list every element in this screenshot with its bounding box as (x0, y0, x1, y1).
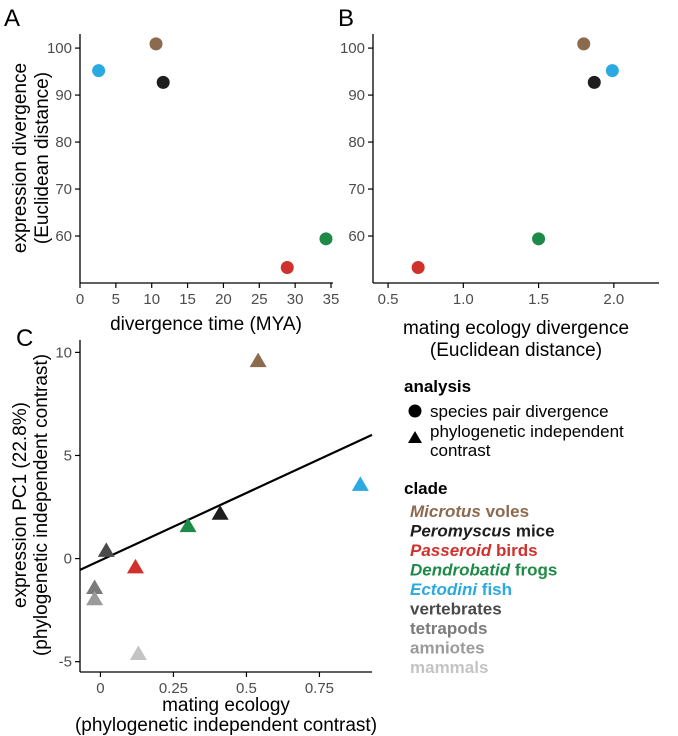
panel-a-point-peromyscus (156, 75, 170, 89)
panel-c-y-tick-label: 10 (55, 344, 72, 361)
panel-c-x-tick-label: 0.75 (305, 680, 334, 697)
legend-clade-title: clade (404, 479, 447, 498)
panel-a-points (92, 37, 333, 274)
panel-c-x-ticks: 0 0.25 0.5 0.75 (96, 672, 334, 697)
panel-a-x-tick-label: 35 (323, 291, 340, 308)
panel-a-x-tick-label: 10 (143, 291, 160, 308)
panel-b-x-tick-label: 1.5 (528, 291, 549, 308)
panel-a-point-dendrobatid (319, 232, 333, 246)
panel-a-x-tick-label: 5 (112, 291, 120, 308)
legend-analysis-triangle-label-line1: phylogenetic independent (430, 422, 624, 441)
legend-analysis-circle-label: species pair divergence (430, 402, 609, 421)
panel-c-point-dendrobatid (179, 517, 197, 533)
panel-b-x-tick-label: 1.0 (453, 291, 474, 308)
legend-clade-amniotes: amniotes (410, 639, 485, 658)
panel-a-x-label: divergence time (MYA) (110, 314, 302, 335)
panel-a-x-tick-label: 15 (179, 291, 196, 308)
panel-a-y-tick-label: 100 (47, 40, 72, 57)
panel-b-y-ticks: 60 70 80 90 100 (340, 40, 373, 245)
panel-c-point-passeroid (126, 558, 144, 574)
panel-c-point-vertebrates (97, 542, 115, 557)
panel-c-x-label-line1: mating ecology (162, 695, 290, 716)
panel-c-label: C (16, 325, 33, 352)
panel-a-point-passeroid (280, 260, 294, 274)
legend-triangle-marker (408, 431, 422, 443)
legend-clade-tetrapods: tetrapods (410, 619, 487, 638)
legend-circle-marker (408, 404, 422, 418)
panel-c-x-label-line2: (phylogenetic independent contrast) (75, 715, 377, 736)
panel-a-point-ectodini (92, 64, 106, 78)
panel-c-y-tick-label: 5 (64, 447, 72, 464)
panel-b-y-tick-label: 80 (348, 134, 365, 151)
panel-c-y-label-line1: expression PC1 (22.8%) (10, 402, 31, 608)
panel-b-label: B (338, 5, 354, 32)
panel-b-point-passeroid (411, 260, 425, 274)
panel-a-y-tick-label: 60 (55, 228, 72, 245)
panel-c-y-tick-label: -5 (59, 654, 72, 671)
panel-c-point-ectodini (351, 476, 369, 491)
panel-a-y-tick-label: 80 (55, 134, 72, 151)
panel-b-point-dendrobatid (532, 232, 546, 246)
panel-a-point-microtus (149, 37, 163, 51)
panel-a-x-tick-label: 20 (215, 291, 232, 308)
panel-c-y-ticks: -5 0 5 10 (55, 344, 80, 671)
legend-clade-peromyscus: Peromyscus mice (410, 522, 555, 541)
panel-b-y-tick-label: 70 (348, 181, 365, 198)
legend-clade-ectodini: Ectodini fish (410, 580, 512, 599)
panel-b-y-tick-label: 60 (348, 228, 365, 245)
panel-b-x-label-line1: mating ecology divergence (403, 318, 629, 339)
legend-analysis-triangle-label-line2: contrast (430, 441, 491, 460)
panel-c-point-mammals (129, 645, 147, 660)
panel-a-y-tick-label: 90 (55, 87, 72, 104)
legend-clade-vertebrates: vertebrates (410, 600, 502, 619)
panel-a-x-tick-label: 0 (76, 291, 84, 308)
legend-clade-mammals: mammals (410, 658, 488, 677)
panel-c-points (86, 352, 369, 660)
panel-b: B 60 70 80 90 100 0.5 1.0 1.5 2.0 mating ecolog… (338, 5, 659, 361)
panel-c-point-peromyscus (211, 505, 229, 520)
panel-a-label: A (4, 5, 20, 32)
legend-analysis-title: analysis (404, 377, 471, 396)
panel-a-x-tick-label: 30 (287, 291, 304, 308)
legend: analysis species pair divergence phyloge… (404, 377, 624, 677)
panel-b-x-tick-label: 2.0 (603, 291, 624, 308)
panel-c-point-tetrapods (86, 579, 104, 594)
panel-c-y-label-line2: (phylogenetic independent contrast) (31, 354, 52, 656)
panel-c-point-microtus (249, 352, 267, 368)
panel-b-y-tick-label: 100 (340, 40, 365, 57)
panel-b-y-tick-label: 90 (348, 87, 365, 104)
panel-c-x-tick-label: 0 (96, 680, 104, 697)
legend-clade-passeroid: Passeroid birds (410, 541, 538, 560)
panel-c: C -5 0 5 10 0 0.25 0.5 0.75 mating ecology (ph… (10, 325, 377, 736)
panel-b-points (411, 37, 619, 274)
panel-c-x-tick-label: 0.25 (159, 680, 188, 697)
panel-c-x-tick-label: 0.5 (236, 680, 257, 697)
panel-a-y-ticks: 60 70 80 90 100 (47, 40, 80, 245)
panel-a-y-tick-label: 70 (55, 181, 72, 198)
regression-line (79, 433, 373, 571)
panel-c-y-tick-label: 0 (64, 551, 72, 568)
legend-clade-microtus: Microtus voles (410, 502, 529, 521)
panel-b-point-ectodini (605, 64, 619, 78)
panel-a-x-tick-label: 25 (251, 291, 268, 308)
panel-a: A 60 70 80 90 100 0 5 10 15 20 25 30 35 divergence … (4, 5, 339, 335)
panel-b-point-peromyscus (587, 75, 601, 89)
panel-b-x-ticks: 0.5 1.0 1.5 2.0 (378, 283, 624, 308)
legend-clade-dendrobatid: Dendrobatid frogs (410, 561, 557, 580)
panel-c-point-amniotes (86, 590, 104, 606)
panel-a-x-ticks: 0 5 10 15 20 25 30 35 (76, 283, 340, 308)
panel-b-x-label-line2: (Euclidean distance) (430, 340, 602, 361)
panel-a-y-label-line1: expression divergence (10, 63, 31, 253)
panel-b-x-tick-label: 0.5 (378, 291, 399, 308)
panel-b-point-microtus (577, 37, 591, 51)
panel-a-y-label-line2: (Euclidean distance) (32, 72, 53, 244)
